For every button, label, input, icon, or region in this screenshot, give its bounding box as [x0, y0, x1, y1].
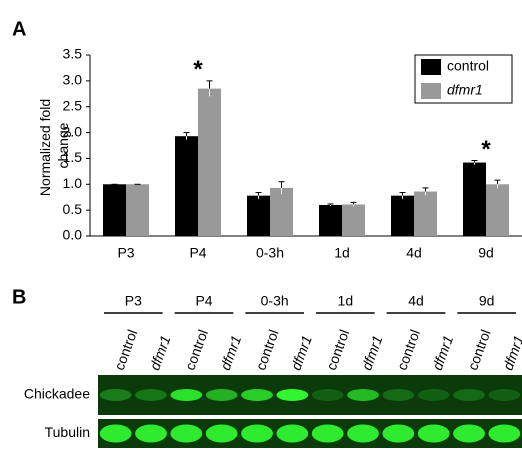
bar [247, 196, 270, 236]
blot-band [418, 389, 450, 401]
lane-label: dfmr1 [288, 333, 315, 372]
blot-band [206, 425, 238, 443]
blot-band [276, 425, 308, 443]
blot-band [100, 425, 132, 443]
y-tick-label: 1.0 [63, 175, 83, 191]
lane-label: dfmr1 [358, 333, 385, 372]
figure: A B Normalized fold change0.00.51.01.52.… [0, 0, 522, 449]
lane-label: dfmr1 [146, 333, 173, 372]
blot-band [488, 425, 520, 443]
blot-band [382, 425, 414, 443]
blot-band [135, 389, 167, 401]
blot-band [170, 389, 202, 401]
y-tick-label: 1.5 [63, 149, 83, 165]
x-tick-label: 0-3h [256, 245, 284, 261]
y-tick-label: 0.0 [63, 227, 83, 243]
legend-swatch [421, 83, 441, 99]
bar [175, 136, 198, 236]
x-tick-label: P4 [189, 245, 206, 261]
lane-label: dfmr1 [429, 333, 456, 372]
blot-band [312, 389, 344, 401]
lane-label: dfmr1 [217, 333, 244, 372]
legend-label: control [447, 58, 489, 74]
lane-label: control [323, 327, 352, 372]
y-tick-label: 2.5 [63, 97, 83, 113]
group-label: 9d [479, 293, 495, 309]
y-tick-label: 2.0 [63, 123, 83, 139]
x-tick-label: P3 [117, 245, 134, 261]
row-label: Chickadee [24, 386, 90, 402]
y-tick-label: 3.0 [63, 72, 83, 88]
blot-band [418, 425, 450, 443]
x-tick-label: 9d [478, 245, 494, 261]
legend-label: dfmr1 [447, 82, 483, 98]
x-tick-label: 4d [406, 245, 422, 261]
lane-label: control [464, 327, 493, 372]
blot-band [453, 389, 485, 401]
lane-label: dfmr1 [500, 333, 522, 372]
row-label: Tubulin [45, 424, 90, 440]
bar [198, 89, 221, 236]
panel-label: B [12, 286, 26, 308]
bar [126, 184, 149, 236]
group-label: P3 [125, 293, 142, 309]
bar [319, 205, 342, 236]
legend-swatch [421, 59, 441, 75]
bar [103, 184, 126, 236]
y-tick-label: 3.5 [63, 46, 83, 62]
blot-band [100, 389, 132, 401]
blot-band [241, 389, 273, 401]
y-tick-label: 0.5 [63, 201, 83, 217]
blot-band [135, 425, 167, 443]
bar [270, 188, 293, 236]
lane-label: control [111, 327, 140, 372]
group-label: 1d [338, 293, 354, 309]
blot-band [347, 425, 379, 443]
blot-band [206, 389, 238, 401]
blot-band [276, 389, 308, 401]
x-tick-label: 1d [334, 245, 350, 261]
lane-label: control [394, 327, 423, 372]
blot-band [170, 425, 202, 443]
bar [391, 196, 414, 236]
lane-label: control [252, 327, 281, 372]
annotation: * [481, 136, 491, 163]
panel-label: A [12, 18, 26, 40]
blot-band [312, 425, 344, 443]
group-label: 4d [408, 293, 424, 309]
group-label: P4 [195, 293, 212, 309]
annotation: * [193, 56, 203, 83]
lane-label: control [182, 327, 211, 372]
blot-band [453, 425, 485, 443]
blot-band [488, 389, 520, 401]
group-label: 0-3h [261, 293, 289, 309]
blot-band [347, 389, 379, 401]
blot-band [382, 389, 414, 401]
bar [486, 184, 509, 236]
bar [342, 204, 365, 236]
bar [463, 163, 486, 236]
bar [414, 192, 437, 236]
blot-band [241, 425, 273, 443]
